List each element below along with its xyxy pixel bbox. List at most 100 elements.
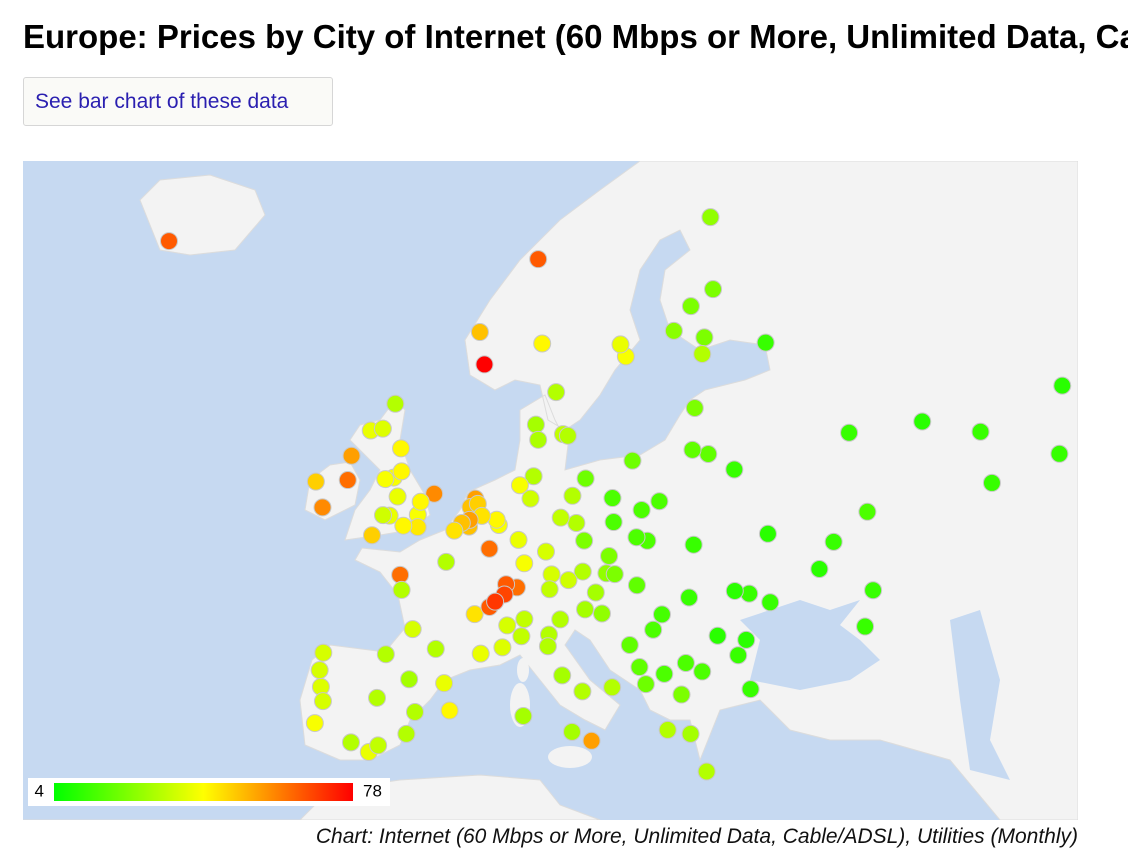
city-marker[interactable] <box>342 446 361 465</box>
city-marker[interactable] <box>693 344 712 363</box>
city-marker[interactable] <box>741 680 760 699</box>
city-marker[interactable] <box>567 513 586 532</box>
city-marker[interactable] <box>603 489 622 508</box>
city-marker[interactable] <box>729 646 748 665</box>
city-marker[interactable] <box>693 662 712 681</box>
city-marker[interactable] <box>695 328 714 347</box>
city-marker[interactable] <box>373 419 392 438</box>
city-marker[interactable] <box>592 604 611 623</box>
city-marker[interactable] <box>540 580 559 599</box>
city-marker[interactable] <box>672 685 691 704</box>
city-marker[interactable] <box>725 581 744 600</box>
city-marker[interactable] <box>697 762 716 781</box>
city-marker[interactable] <box>341 733 360 752</box>
city-marker[interactable] <box>514 707 533 726</box>
city-marker[interactable] <box>538 637 557 656</box>
city-marker[interactable] <box>392 439 411 458</box>
city-marker[interactable] <box>681 724 700 743</box>
city-marker[interactable] <box>386 394 405 413</box>
city-marker[interactable] <box>440 701 459 720</box>
city-marker[interactable] <box>573 682 592 701</box>
city-marker[interactable] <box>392 580 411 599</box>
city-marker[interactable] <box>392 462 411 481</box>
city-marker[interactable] <box>563 722 582 741</box>
city-marker[interactable] <box>435 674 454 693</box>
city-marker[interactable] <box>498 616 517 635</box>
city-marker[interactable] <box>313 692 332 711</box>
city-marker[interactable] <box>650 492 669 511</box>
city-marker[interactable] <box>586 583 605 602</box>
city-marker[interactable] <box>445 521 464 540</box>
city-marker[interactable] <box>652 605 671 624</box>
city-marker[interactable] <box>758 524 777 543</box>
city-marker[interactable] <box>486 592 505 611</box>
city-marker[interactable] <box>536 542 555 561</box>
city-marker[interactable] <box>655 664 674 683</box>
city-marker[interactable] <box>658 720 677 739</box>
city-marker[interactable] <box>623 451 642 470</box>
city-marker[interactable] <box>475 355 494 374</box>
city-marker[interactable] <box>559 571 578 590</box>
city-marker[interactable] <box>403 620 422 639</box>
city-marker[interactable] <box>611 335 630 354</box>
city-marker[interactable] <box>756 333 775 352</box>
city-marker[interactable] <box>982 473 1001 492</box>
city-marker[interactable] <box>684 535 703 554</box>
city-marker[interactable] <box>810 559 829 578</box>
city-marker[interactable] <box>471 644 490 663</box>
city-marker[interactable] <box>558 426 577 445</box>
city-marker[interactable] <box>411 492 430 511</box>
city-marker[interactable] <box>310 661 329 680</box>
city-marker[interactable] <box>683 440 702 459</box>
city-marker[interactable] <box>685 398 704 417</box>
city-marker[interactable] <box>524 467 543 486</box>
city-marker[interactable] <box>858 502 877 521</box>
city-marker[interactable] <box>305 714 324 733</box>
city-marker[interactable] <box>664 321 683 340</box>
city-marker[interactable] <box>526 415 545 434</box>
city-marker[interactable] <box>1050 444 1069 463</box>
city-marker[interactable] <box>405 703 424 722</box>
city-marker[interactable] <box>529 250 548 269</box>
city-marker[interactable] <box>394 516 413 535</box>
city-marker[interactable] <box>465 605 484 624</box>
city-marker[interactable] <box>306 472 325 491</box>
city-marker[interactable] <box>376 645 395 664</box>
city-marker[interactable] <box>576 469 595 488</box>
city-marker[interactable] <box>627 528 646 547</box>
city-marker[interactable] <box>913 412 932 431</box>
city-marker[interactable] <box>573 562 592 581</box>
city-marker[interactable] <box>605 565 624 584</box>
city-marker[interactable] <box>1053 376 1072 395</box>
city-marker[interactable] <box>644 620 663 639</box>
city-marker[interactable] <box>160 232 178 251</box>
city-marker[interactable] <box>681 297 700 316</box>
city-marker[interactable] <box>397 724 416 743</box>
city-marker[interactable] <box>708 626 727 645</box>
city-marker[interactable] <box>582 731 601 750</box>
city-marker[interactable] <box>509 530 528 549</box>
city-marker[interactable] <box>533 334 552 353</box>
city-marker[interactable] <box>632 500 651 519</box>
city-marker[interactable] <box>604 513 623 532</box>
city-marker[interactable] <box>563 486 582 505</box>
city-marker[interactable] <box>701 208 720 227</box>
city-marker[interactable] <box>636 675 655 694</box>
city-marker[interactable] <box>376 470 395 489</box>
city-marker[interactable] <box>388 487 407 506</box>
city-marker[interactable] <box>600 546 619 565</box>
city-marker[interactable] <box>551 508 570 527</box>
city-marker[interactable] <box>480 539 499 558</box>
city-marker[interactable] <box>391 565 410 584</box>
city-marker[interactable] <box>547 383 566 402</box>
city-marker[interactable] <box>551 610 570 629</box>
city-marker[interactable] <box>699 444 718 463</box>
city-marker[interactable] <box>575 531 594 550</box>
city-marker[interactable] <box>576 600 595 619</box>
city-marker[interactable] <box>603 678 622 697</box>
city-marker[interactable] <box>856 617 875 636</box>
city-marker[interactable] <box>529 430 548 449</box>
city-marker[interactable] <box>704 280 723 299</box>
city-marker[interactable] <box>515 610 534 629</box>
city-marker[interactable] <box>512 627 531 646</box>
